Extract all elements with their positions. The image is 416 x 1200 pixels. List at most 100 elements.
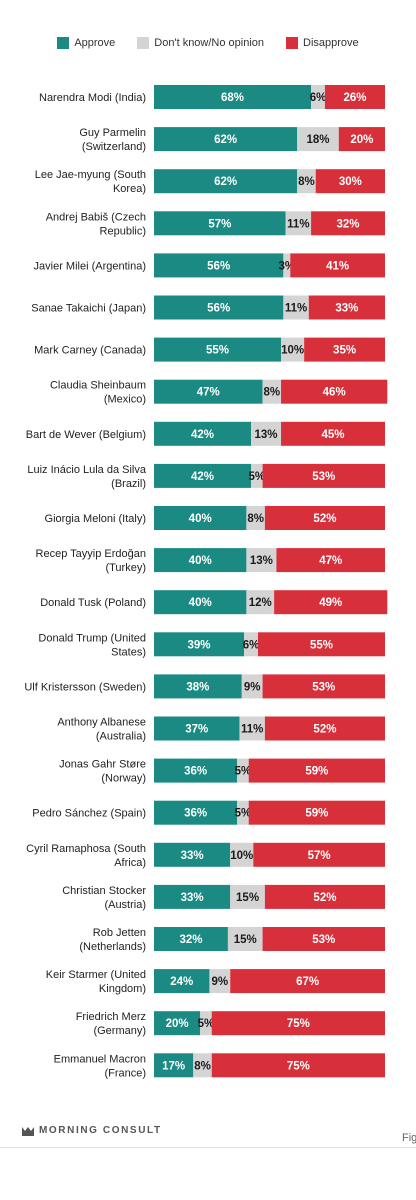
bar-segment-disapprove xyxy=(276,548,385,573)
bar-segment-approve xyxy=(154,800,238,825)
data-label-approve: 68% xyxy=(221,92,244,104)
bar-segment-dont-know xyxy=(230,884,265,909)
data-label-disapprove: 53% xyxy=(312,934,335,946)
data-label-dont-know: 15% xyxy=(236,892,259,904)
bar-segment-approve xyxy=(154,969,210,994)
data-label-approve: 39% xyxy=(188,639,211,651)
bar-segment-approve xyxy=(154,842,231,867)
data-label-disapprove: 41% xyxy=(326,260,349,272)
data-label-approve: 57% xyxy=(208,218,231,230)
bar-segment-approve xyxy=(154,295,284,320)
bar-segment-dont-know xyxy=(297,169,316,194)
data-label-approve: 40% xyxy=(189,513,212,525)
bar-segment-approve xyxy=(154,85,312,109)
data-label-dont-know: 8% xyxy=(263,387,280,399)
category-label: Javier Milei (Argentina) xyxy=(34,260,146,272)
legend-label-disapprove: Disapprove xyxy=(303,37,359,49)
data-label-dont-know: 8% xyxy=(247,513,264,525)
data-label-disapprove: 67% xyxy=(296,976,319,988)
data-label-disapprove: 46% xyxy=(323,387,346,399)
data-label-approve: 17% xyxy=(162,1060,185,1072)
legend-label-approve: Approve xyxy=(74,37,116,49)
footer-divider xyxy=(0,1147,416,1148)
bar-segment-approve xyxy=(154,1053,194,1078)
data-label-dont-know: 5% xyxy=(235,766,252,778)
bar-row: Friedrich Merz (Germany) 20% 5% 75% xyxy=(76,1011,385,1037)
category-label: Sanae Takaichi (Japan) xyxy=(31,303,146,315)
category-label: Donald Trump (United States) xyxy=(38,632,146,658)
bar-segment-approve xyxy=(154,927,228,951)
bar-segment-disapprove xyxy=(308,295,385,320)
bar-segment-dont-know xyxy=(297,127,339,152)
chart-legend: Approve Don't know/No opinion Disapprove xyxy=(0,37,416,49)
bar-segment-approve xyxy=(154,169,298,194)
data-label-dont-know: 5% xyxy=(198,1018,215,1030)
data-label-approve: 32% xyxy=(179,934,202,946)
bar-row: Anthony Albanese (Australia) 37% 11% 52% xyxy=(57,716,385,743)
category-label: Emmanuel Macron (France) xyxy=(54,1053,146,1079)
legend-swatch-disapprove xyxy=(286,37,299,49)
bar-segment-dont-know xyxy=(281,337,305,362)
bar-segment-disapprove xyxy=(211,1011,385,1036)
bar-segment-disapprove xyxy=(230,969,385,994)
data-label-approve: 33% xyxy=(181,850,204,862)
bar-segment-disapprove xyxy=(264,506,385,530)
data-label-disapprove: 26% xyxy=(343,92,366,104)
data-label-disapprove: 47% xyxy=(319,555,342,567)
data-label-dont-know: 13% xyxy=(255,429,278,441)
category-label: Giorgia Meloni (Italy) xyxy=(45,513,146,525)
data-label-dont-know: 18% xyxy=(306,134,329,146)
category-label: Guy Parmelin (Switzerland) xyxy=(79,127,146,153)
data-label-dont-know: 10% xyxy=(281,345,304,357)
bar-segment-approve xyxy=(154,632,245,657)
bar-segment-approve xyxy=(154,590,247,615)
bar-segment-approve xyxy=(154,758,238,783)
bar-segment-dont-know xyxy=(239,716,265,741)
bar-segment-dont-know xyxy=(246,548,277,573)
category-label: Luiz Inácio Lula da Silva (Brazil) xyxy=(27,464,147,490)
category-label: Ulf Kristersson (Sweden) xyxy=(24,681,146,693)
data-label-disapprove: 59% xyxy=(305,808,328,820)
data-label-disapprove: 32% xyxy=(337,218,360,230)
fig-label: Fig xyxy=(402,1132,416,1144)
data-label-disapprove: 30% xyxy=(339,176,362,188)
data-label-disapprove: 59% xyxy=(305,766,328,778)
data-label-dont-know: 5% xyxy=(248,471,265,483)
bar-row: Guy Parmelin (Switzerland) 62% 18% 20% xyxy=(79,127,385,153)
data-label-disapprove: 55% xyxy=(310,639,333,651)
data-label-approve: 20% xyxy=(166,1018,189,1030)
bar-segment-dont-know xyxy=(193,1053,212,1078)
bar-segment-disapprove xyxy=(311,211,385,236)
bar-segment-approve xyxy=(154,463,252,488)
data-label-dont-know: 15% xyxy=(234,934,257,946)
bar-row: Keir Starmer (United Kingdom) 24% 9% 67% xyxy=(46,969,385,995)
data-label-dont-know: 9% xyxy=(212,976,229,988)
data-label-approve: 47% xyxy=(197,387,220,399)
bar-segment-dont-know xyxy=(285,211,312,236)
legend-item-disapprove: Disapprove xyxy=(286,37,359,49)
data-label-dont-know: 6% xyxy=(310,92,327,104)
data-label-dont-know: 8% xyxy=(298,176,315,188)
data-label-approve: 42% xyxy=(191,429,214,441)
data-label-dont-know: 5% xyxy=(235,808,252,820)
bar-segment-disapprove xyxy=(248,800,385,825)
data-label-approve: 56% xyxy=(207,260,230,272)
bar-segment-approve xyxy=(154,211,286,236)
bar-row: Claudia Sheinbaum (Mexico) 47% 8% 46% xyxy=(50,379,388,406)
legend-swatch-approve xyxy=(57,37,70,49)
bar-segment-dont-know xyxy=(227,927,263,951)
bar-segment-approve xyxy=(154,379,263,404)
bar-row: Rob Jetten (Netherlands) 32% 15% 53% xyxy=(79,927,385,953)
category-label: Rob Jetten (Netherlands) xyxy=(79,927,146,953)
category-label: Anthony Albanese (Australia) xyxy=(57,717,146,743)
bar-segment-dont-know xyxy=(311,85,325,109)
data-label-disapprove: 35% xyxy=(333,345,356,357)
category-label: Recep Tayyip Erdoğan (Turkey) xyxy=(36,548,146,574)
bar-segment-dont-know xyxy=(246,590,275,615)
data-label-disapprove: 53% xyxy=(312,471,335,483)
bar-segment-disapprove xyxy=(281,421,385,446)
bar-segment-disapprove xyxy=(248,758,385,783)
bar-row: Cyril Ramaphosa (South Africa) 33% 10% 57% xyxy=(26,842,385,869)
bar-row: Christian Stocker (Austria) 33% 15% 52% xyxy=(62,884,385,911)
bar-segment-dont-know xyxy=(283,295,309,320)
